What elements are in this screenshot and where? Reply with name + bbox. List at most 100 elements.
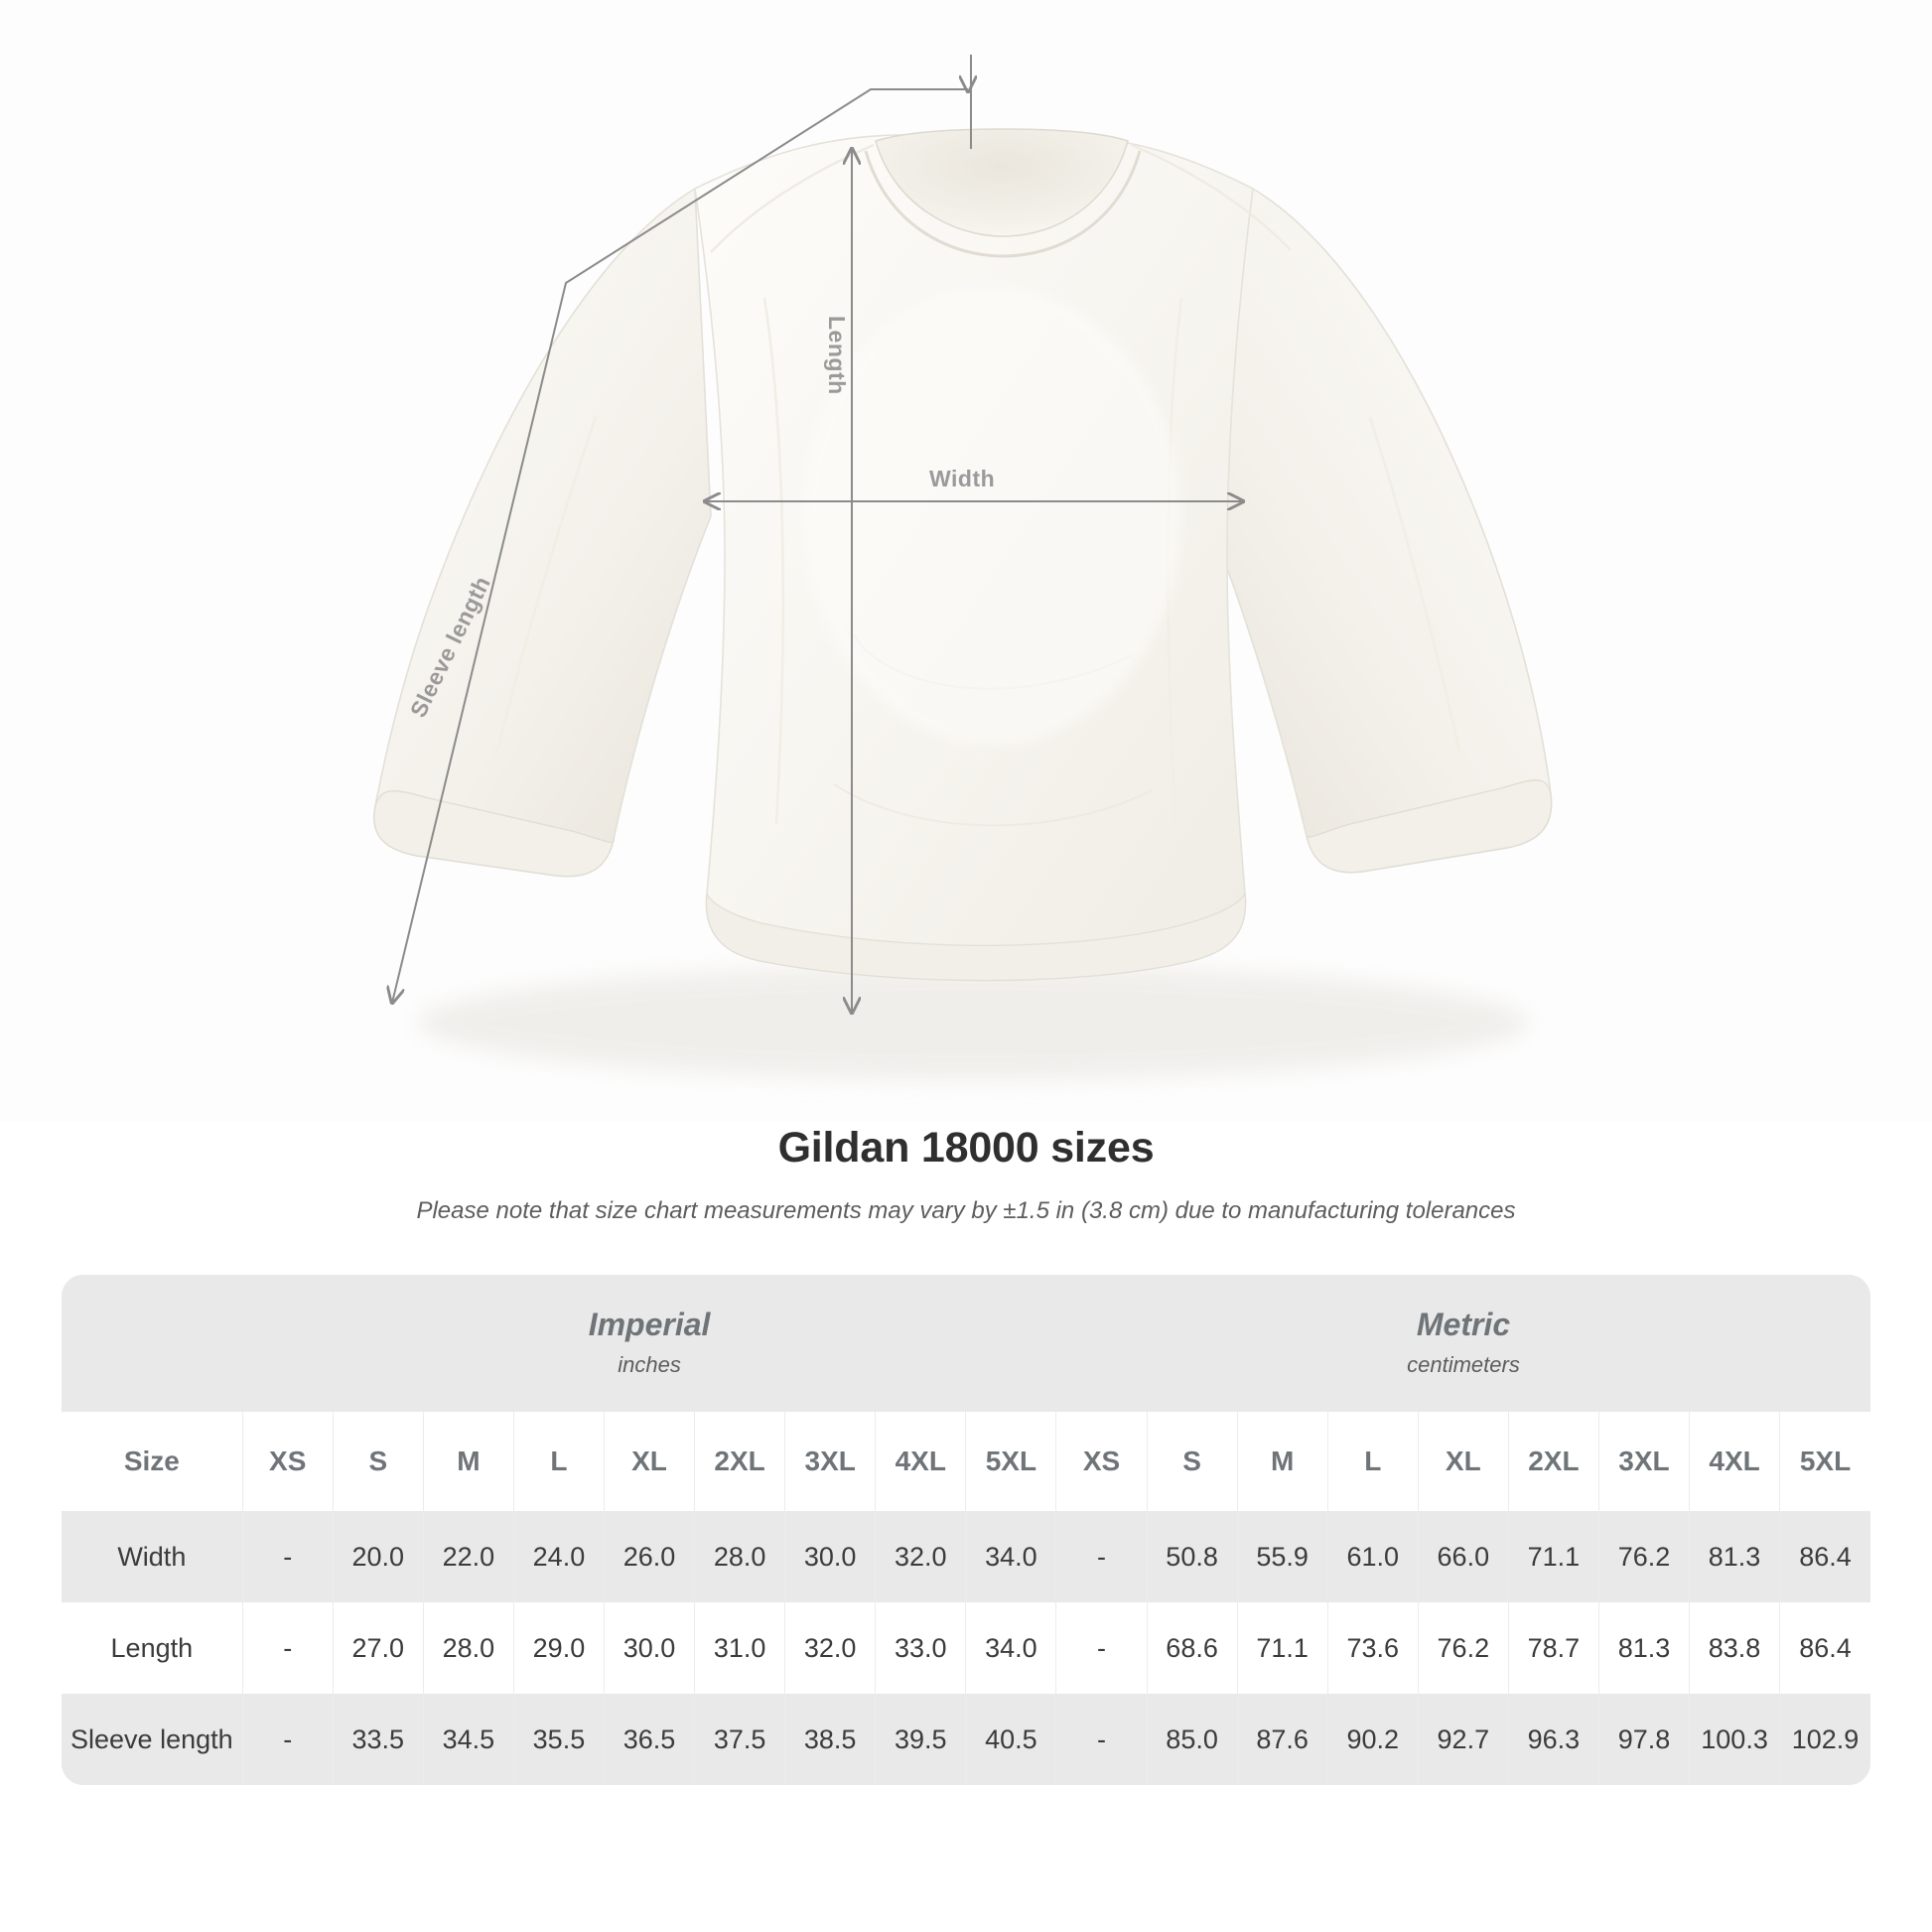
- size-header-row: Size XS S M L XL 2XL 3XL 4XL 5XL XS S M …: [62, 1412, 1870, 1511]
- cell-sleeve-metric-l: 90.2: [1327, 1694, 1419, 1785]
- size-table-container: Imperial inches Metric centimeters Size …: [62, 1275, 1870, 1785]
- size-header-imperial-m: M: [423, 1412, 514, 1511]
- size-table: Imperial inches Metric centimeters Size …: [62, 1275, 1870, 1785]
- row-label-width: Width: [62, 1511, 243, 1602]
- garment-diagram: Length Width Sleeve length: [0, 55, 1932, 1122]
- size-header-imperial-3xl: 3XL: [784, 1412, 877, 1511]
- cell-width-metric-s: 50.8: [1147, 1511, 1238, 1602]
- size-header-metric-m: M: [1237, 1412, 1328, 1511]
- cell-sleeve-imperial-5xl: 40.5: [965, 1694, 1057, 1785]
- spacer-cell: [62, 1275, 243, 1412]
- cell-length-metric-l: 73.6: [1327, 1602, 1419, 1694]
- sweatshirt-illustration: [373, 128, 1553, 1080]
- cell-sleeve-metric-3xl: 97.8: [1598, 1694, 1691, 1785]
- imperial-name: Imperial: [588, 1307, 711, 1342]
- cell-width-imperial-xs: -: [242, 1511, 334, 1602]
- cell-length-metric-4xl: 83.8: [1689, 1602, 1781, 1694]
- size-header-imperial-l: L: [513, 1412, 605, 1511]
- cell-width-metric-xl: 66.0: [1418, 1511, 1509, 1602]
- size-header-metric-3xl: 3XL: [1598, 1412, 1691, 1511]
- table-row: Width - 20.0 22.0 24.0 26.0 28.0 30.0 32…: [62, 1511, 1870, 1602]
- length-label: Length: [824, 316, 850, 395]
- cell-width-imperial-l: 24.0: [513, 1511, 605, 1602]
- size-header-metric-xs: XS: [1055, 1412, 1148, 1511]
- cell-length-imperial-l: 29.0: [513, 1602, 605, 1694]
- cell-width-metric-l: 61.0: [1327, 1511, 1419, 1602]
- cell-length-imperial-2xl: 31.0: [694, 1602, 786, 1694]
- table-row: Sleeve length - 33.5 34.5 35.5 36.5 37.5…: [62, 1694, 1870, 1785]
- cell-length-metric-3xl: 81.3: [1598, 1602, 1691, 1694]
- row-label-sleeve-length: Sleeve length: [62, 1694, 243, 1785]
- metric-name: Metric: [1416, 1307, 1511, 1342]
- cell-length-imperial-4xl: 33.0: [875, 1602, 967, 1694]
- cell-sleeve-imperial-4xl: 39.5: [875, 1694, 967, 1785]
- cell-width-imperial-xl: 26.0: [604, 1511, 696, 1602]
- size-header-metric-5xl: 5XL: [1779, 1412, 1870, 1511]
- cell-sleeve-metric-4xl: 100.3: [1689, 1694, 1781, 1785]
- size-header-imperial-2xl: 2XL: [694, 1412, 786, 1511]
- cell-sleeve-metric-xl: 92.7: [1418, 1694, 1509, 1785]
- size-header-imperial-5xl: 5XL: [965, 1412, 1057, 1511]
- size-header-imperial-4xl: 4XL: [875, 1412, 967, 1511]
- size-header-imperial-s: S: [333, 1412, 424, 1511]
- cell-length-imperial-s: 27.0: [333, 1602, 424, 1694]
- cell-length-metric-xl: 76.2: [1418, 1602, 1509, 1694]
- cell-sleeve-imperial-3xl: 38.5: [784, 1694, 877, 1785]
- size-header-metric-2xl: 2XL: [1508, 1412, 1599, 1511]
- tolerance-note: Please note that size chart measurements…: [416, 1197, 1516, 1224]
- size-header-imperial-xs: XS: [242, 1412, 334, 1511]
- cell-sleeve-imperial-s: 33.5: [333, 1694, 424, 1785]
- cell-sleeve-metric-5xl: 102.9: [1779, 1694, 1870, 1785]
- size-header-imperial-xl: XL: [604, 1412, 696, 1511]
- cell-sleeve-imperial-xl: 36.5: [604, 1694, 696, 1785]
- size-header-label: Size: [62, 1412, 243, 1511]
- cell-sleeve-metric-s: 85.0: [1147, 1694, 1238, 1785]
- cell-width-metric-4xl: 81.3: [1689, 1511, 1781, 1602]
- size-header-metric-l: L: [1327, 1412, 1419, 1511]
- cell-width-metric-2xl: 71.1: [1508, 1511, 1599, 1602]
- cell-sleeve-imperial-xs: -: [242, 1694, 334, 1785]
- metric-unit: centimeters: [1407, 1352, 1520, 1377]
- page-title: Gildan 18000 sizes: [777, 1124, 1155, 1172]
- cell-sleeve-imperial-m: 34.5: [423, 1694, 514, 1785]
- cell-length-metric-xs: -: [1055, 1602, 1148, 1694]
- row-label-length: Length: [62, 1602, 243, 1694]
- width-label: Width: [929, 466, 996, 491]
- measurement-annotations: [0, 55, 1932, 1122]
- sleeve-dimension-line: [392, 88, 968, 1003]
- cell-width-metric-5xl: 86.4: [1779, 1511, 1870, 1602]
- cell-length-imperial-3xl: 32.0: [784, 1602, 877, 1694]
- cell-width-metric-3xl: 76.2: [1598, 1511, 1691, 1602]
- cell-length-metric-2xl: 78.7: [1508, 1602, 1599, 1694]
- cell-length-metric-m: 71.1: [1237, 1602, 1328, 1694]
- title-block: Gildan 18000 sizes Please note that size…: [0, 1124, 1932, 1225]
- cell-length-metric-5xl: 86.4: [1779, 1602, 1870, 1694]
- cell-length-metric-s: 68.6: [1147, 1602, 1238, 1694]
- cell-sleeve-imperial-l: 35.5: [513, 1694, 605, 1785]
- cell-width-metric-m: 55.9: [1237, 1511, 1328, 1602]
- cell-width-imperial-5xl: 34.0: [965, 1511, 1057, 1602]
- cell-length-imperial-xs: -: [242, 1602, 334, 1694]
- imperial-unit: inches: [618, 1352, 681, 1377]
- cell-width-metric-xs: -: [1055, 1511, 1148, 1602]
- cell-sleeve-metric-xs: -: [1055, 1694, 1148, 1785]
- size-header-metric-4xl: 4XL: [1689, 1412, 1781, 1511]
- imperial-header-cell: Imperial inches: [242, 1275, 1056, 1412]
- cell-width-imperial-4xl: 32.0: [875, 1511, 967, 1602]
- cell-sleeve-imperial-2xl: 37.5: [694, 1694, 786, 1785]
- cell-length-imperial-xl: 30.0: [604, 1602, 696, 1694]
- cell-sleeve-metric-m: 87.6: [1237, 1694, 1328, 1785]
- size-header-metric-xl: XL: [1418, 1412, 1509, 1511]
- cell-width-imperial-2xl: 28.0: [694, 1511, 786, 1602]
- size-header-metric-s: S: [1147, 1412, 1238, 1511]
- unit-system-header-row: Imperial inches Metric centimeters: [62, 1275, 1870, 1412]
- metric-header-cell: Metric centimeters: [1055, 1275, 1870, 1412]
- cell-sleeve-metric-2xl: 96.3: [1508, 1694, 1599, 1785]
- cell-width-imperial-s: 20.0: [333, 1511, 424, 1602]
- cell-length-imperial-m: 28.0: [423, 1602, 514, 1694]
- cell-width-imperial-m: 22.0: [423, 1511, 514, 1602]
- table-row: Length - 27.0 28.0 29.0 30.0 31.0 32.0 3…: [62, 1602, 1870, 1694]
- cell-length-imperial-5xl: 34.0: [965, 1602, 1057, 1694]
- cell-width-imperial-3xl: 30.0: [784, 1511, 877, 1602]
